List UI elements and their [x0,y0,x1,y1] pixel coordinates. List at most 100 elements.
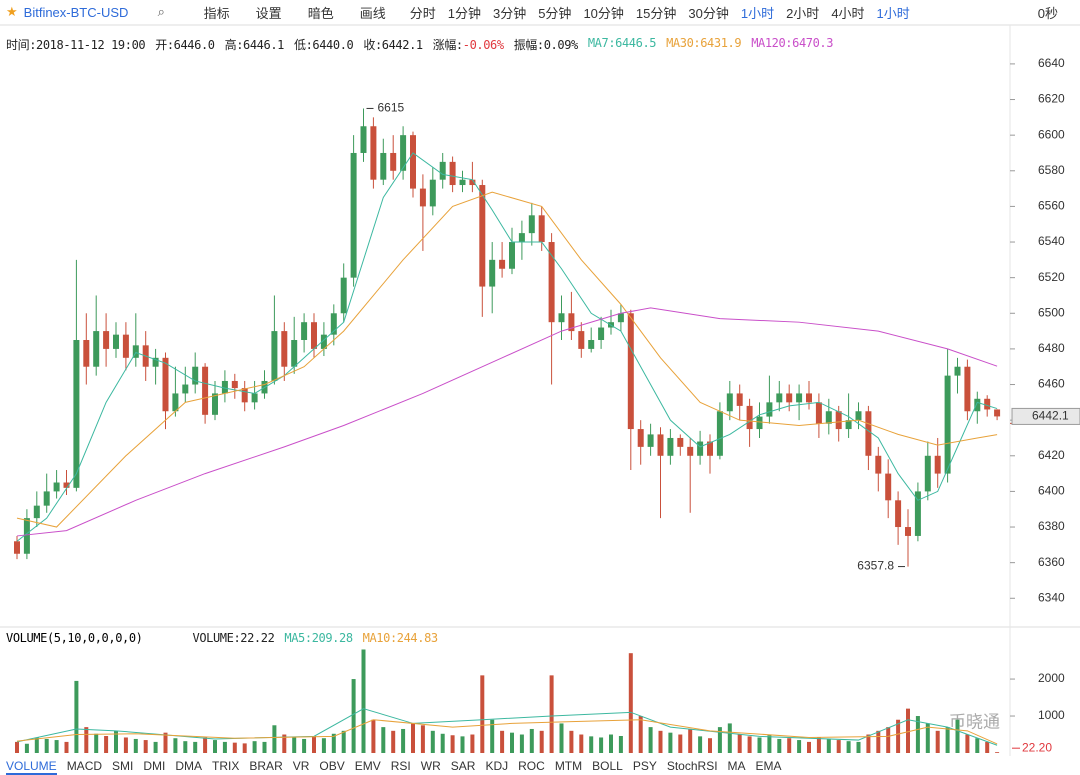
interval[interactable]: 3分钟 [492,5,527,21]
indicator-tab[interactable]: EMV [354,759,381,773]
volume-bar [975,738,980,753]
tool-button[interactable]: 暗色 [307,5,334,21]
info-item: 高:6446.1 [225,36,285,53]
interval[interactable]: 1分钟 [447,5,481,21]
volume-bar [312,735,316,753]
candle-body [33,505,40,519]
candle-body [103,331,110,349]
candle-body [667,437,674,456]
volume-bar [74,680,79,753]
volume-bar [717,727,722,753]
candle-body [469,179,476,186]
candle-body [657,434,664,456]
volume-bar [747,736,752,753]
indicator-tab[interactable]: SMI [112,759,134,773]
y-tick-label: 6480 [1038,341,1065,355]
symbol[interactable]: Bitfinex-BTC-USD [23,4,129,20]
y-tick-label: 6600 [1038,127,1065,141]
volume-bar [737,734,742,753]
candle-body [568,313,575,332]
candle-body [617,313,624,323]
candle-body [14,541,20,554]
volume-bar [104,735,109,753]
indicator-tab[interactable]: StochRSI [666,759,718,773]
volume-bar [955,719,960,753]
volume-bar [34,737,39,753]
indicator-tab[interactable]: EMA [755,759,782,773]
candle-body [558,313,565,323]
interval[interactable]: 分时 [409,5,436,21]
volume-bar [15,741,19,753]
candle-body [132,345,139,358]
candle-body [311,322,317,349]
indicator-tab[interactable]: VR [292,759,310,773]
indicator-tab[interactable]: ROC [518,759,545,773]
volume-bar [213,740,217,753]
volume-bar [480,675,485,753]
indicator-tab[interactable]: MACD [66,759,103,773]
candle-body [221,380,228,394]
candle-body [845,420,852,430]
interval[interactable]: 5分钟 [538,5,572,21]
info-item: MA7:6446.5 [588,36,657,53]
y-tick-label: 6420 [1038,448,1065,462]
candle-body [964,366,971,412]
volume-bar [341,730,346,753]
tool-button[interactable]: 画线 [359,5,386,21]
candle-body [390,152,397,171]
candle-body [122,334,129,358]
indicator-tab[interactable]: MTM [554,759,583,773]
interval-dropdown[interactable]: 1小时 [876,5,910,21]
volume-bar [371,719,376,753]
candle-body [301,322,308,340]
indicator-tab[interactable]: WR [420,759,441,773]
volume-bar [925,723,930,753]
volume-bar [252,741,257,753]
volume-bar [183,741,188,753]
candle-body [796,393,803,403]
low-annotation: 6357.8 [857,559,894,573]
volume-bar [628,653,633,753]
interval[interactable]: 15分钟 [635,5,677,21]
indicator-tab[interactable]: TRIX [212,759,240,773]
candle-body [281,331,288,367]
tool-button[interactable]: 设置 [255,5,282,21]
indicator-tab[interactable]: OBV [319,759,345,773]
volume-bar [658,730,663,753]
volume-bar [143,740,148,753]
indicator-tab[interactable]: DMI [143,759,166,773]
indicator-tab[interactable]: MA [727,759,746,773]
volume-bar [826,738,831,753]
candle-body [815,402,822,424]
volume-title: VOLUME(5,10,0,0,0,0) [6,631,143,645]
info-item: 振幅:0.09% [514,36,579,53]
volume-bar [420,725,425,753]
indicator-tab[interactable]: BOLL [592,759,623,773]
indicator-tab[interactable]: BRAR [249,759,283,773]
interval[interactable]: 4小时 [831,5,865,21]
volume-bar [351,679,356,753]
star: ★ [6,4,18,19]
y-tick-label: 6640 [1038,56,1065,70]
search-icon[interactable]: ⌕ [157,4,165,19]
interval[interactable]: 1小时 [740,5,775,21]
volume-bar [64,741,69,753]
volume-bar [24,743,29,753]
indicator-tab[interactable]: RSI [390,759,411,773]
interval[interactable]: 30分钟 [688,5,729,21]
indicator-tab[interactable]: KDJ [485,759,509,773]
interval[interactable]: 2小时 [786,5,820,21]
candle-body [825,411,832,424]
candle-body [360,126,367,153]
indicator-tab[interactable]: DMA [175,759,203,773]
candle-body [330,313,337,335]
volume-bar [767,735,772,753]
tool-button[interactable]: 指标 [203,5,230,21]
indicator-tab[interactable]: PSY [632,759,657,773]
candle-body [429,179,436,207]
interval[interactable]: 10分钟 [583,5,624,21]
candle-body [914,491,921,536]
info-label: MA30:6431.9 [666,36,742,50]
indicator-tab[interactable]: SAR [450,759,476,773]
